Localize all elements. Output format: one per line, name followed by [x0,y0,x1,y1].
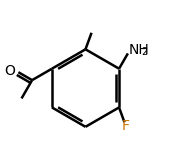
Text: 2: 2 [141,47,147,57]
Text: F: F [121,119,129,133]
Text: NH: NH [129,43,149,57]
Text: O: O [4,64,15,78]
